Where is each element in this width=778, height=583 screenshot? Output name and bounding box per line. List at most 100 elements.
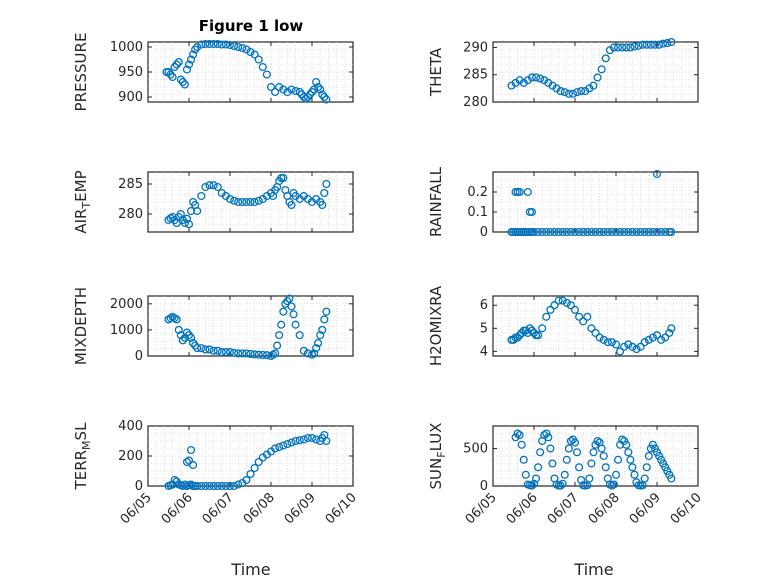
pressure-data-point: [178, 77, 187, 87]
pressure-data-point: [170, 62, 179, 72]
h2omixra-data-point: [579, 317, 588, 326]
h2omixra-data-point: [628, 342, 637, 351]
rainfall-data-point: [652, 169, 662, 179]
pressure-data-point: [176, 75, 185, 84]
rainfall-data-point: [667, 227, 676, 237]
pressure-data-point: [246, 47, 255, 57]
mixdepth-data-point: [258, 350, 267, 360]
terr_msl-data-point: [189, 460, 198, 470]
air_temp-data-point: [187, 206, 196, 216]
theta-data-point: [601, 54, 610, 63]
sun_flux-xtick-label: 06/07: [545, 490, 582, 527]
mixdepth-data-point: [314, 338, 323, 348]
theta-data-point: [667, 37, 676, 47]
theta-ytick-label: 280: [463, 95, 488, 110]
air_temp-ytick-label: 285: [118, 177, 143, 192]
sun_flux-data-point: [587, 459, 596, 468]
rainfall-data-point: [636, 227, 645, 237]
h2omixra-ytick-label: 6: [480, 298, 488, 313]
sun_flux-data-point: [544, 433, 553, 442]
rainfall-data-point: [546, 227, 555, 237]
air_temp-data-point: [287, 200, 296, 210]
rainfall-ylabel: RAINFALL: [427, 166, 445, 237]
mixdepth-ylabel: MIXDEPTH: [72, 287, 90, 365]
theta-data-point: [622, 43, 631, 52]
terr_msl-data-point: [213, 481, 222, 491]
mixdepth-data-point: [230, 348, 239, 357]
h2omixra-data-point: [525, 324, 534, 333]
theta-data-point: [577, 87, 586, 96]
mixdepth-data-point: [285, 294, 294, 303]
terr_msl-data-point: [242, 475, 251, 485]
terr_msl-data-point: [291, 436, 300, 446]
sun_flux-xtick-label: 06/10: [668, 490, 705, 527]
sun_flux-data-point: [521, 470, 530, 479]
air_temp-data-point: [213, 182, 222, 192]
mixdepth-data-point: [197, 344, 206, 353]
terr_msl-data-point: [184, 456, 194, 465]
sun_flux-data-point: [589, 448, 598, 457]
h2omixra-data-point: [667, 324, 676, 333]
sun_flux-ytick-label: 0: [480, 479, 488, 494]
pressure-data-point: [307, 87, 317, 97]
pressure-data-point: [320, 92, 329, 102]
rainfall-data-point: [542, 227, 551, 237]
terr_msl-data-point: [170, 475, 179, 485]
sun_flux-data-point: [570, 438, 580, 447]
h2omixra-data-point: [661, 333, 670, 342]
rainfall-data-point: [534, 227, 543, 237]
pressure-data-point: [234, 42, 243, 52]
theta-data-point: [536, 74, 545, 83]
panel-air_temp: 280 285 AIRTEMP: [72, 170, 354, 234]
terr_msl-xtick-label: 06/07: [200, 490, 237, 527]
terr_msl-data-point: [307, 433, 317, 443]
pressure-data-point: [197, 40, 206, 49]
pressure-data-point: [287, 85, 296, 94]
terr_msl-data-point: [234, 480, 243, 489]
terr_msl-data-point: [279, 441, 288, 450]
rainfall-data-point: [595, 227, 604, 237]
air_temp-data-point: [193, 206, 202, 216]
mixdepth-data-point: [271, 349, 280, 358]
pressure-data-point: [168, 72, 177, 82]
mixdepth-data-point: [174, 325, 183, 334]
sun_flux-data-point: [519, 455, 528, 464]
sun_flux-data-point: [640, 474, 649, 483]
terr_msl-data-point: [230, 481, 239, 491]
rainfall-data-point: [607, 227, 616, 237]
terr_msl-data-point: [205, 481, 214, 491]
sun_flux-data-point: [527, 481, 536, 490]
mixdepth-data-point: [250, 350, 259, 359]
air_temp-data-point: [318, 200, 327, 210]
sun_flux-data-point: [562, 455, 571, 464]
mixdepth-data-point: [205, 345, 214, 354]
sun_flux-data-point: [564, 444, 573, 453]
sun_flux-data-point: [548, 459, 557, 468]
mixdepth-data-point: [277, 320, 286, 329]
h2omixra-data-point: [620, 342, 629, 351]
theta-data-point: [634, 41, 643, 50]
sun_flux-data-point: [515, 430, 524, 440]
terr_msl-xtick-label: 06/09: [282, 490, 319, 527]
theta-data-point: [613, 43, 623, 52]
pressure-data-point: [271, 87, 280, 97]
h2omixra-data-point: [550, 301, 559, 310]
mixdepth-data-point: [225, 348, 235, 357]
sun_flux-data-point: [585, 474, 594, 483]
rainfall-data-point: [644, 227, 653, 237]
theta-data-point: [630, 42, 639, 51]
air_temp-data-point: [242, 197, 251, 207]
sun_flux-data-point: [642, 463, 651, 472]
mixdepth-data-point: [309, 349, 319, 358]
air_temp-data-point: [201, 182, 210, 192]
air_temp-data-point: [250, 197, 259, 207]
rainfall-data-point: [657, 227, 666, 237]
h2omixra-data-point: [538, 324, 547, 333]
mixdepth-data-point: [213, 346, 222, 355]
pressure-data-point: [291, 86, 300, 96]
mixdepth-data-point: [322, 307, 331, 316]
mixdepth-data-point: [246, 349, 255, 358]
air_temp-data-point: [234, 197, 243, 207]
theta-data-point: [663, 39, 672, 48]
air_temp-data-point: [254, 196, 263, 205]
